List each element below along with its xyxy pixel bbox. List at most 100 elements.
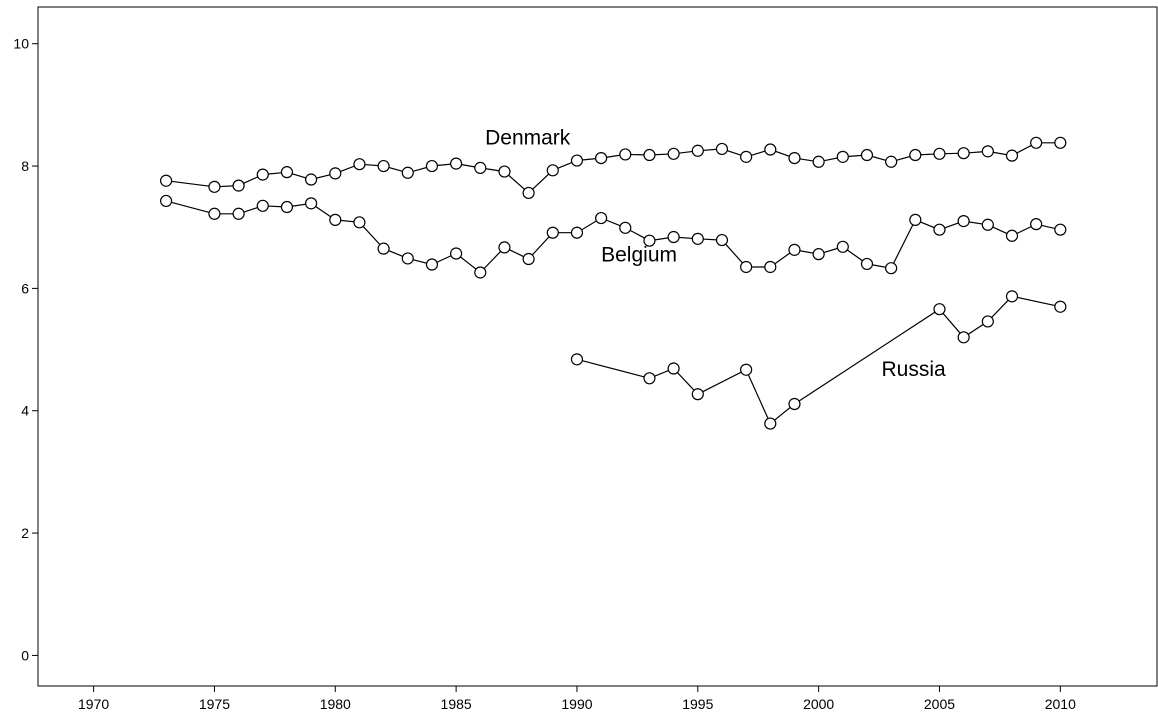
data-point-belgium xyxy=(619,221,632,234)
data-point-belgium xyxy=(933,223,946,236)
data-point-denmark xyxy=(377,159,390,173)
data-point-belgium xyxy=(450,247,463,260)
data-point-belgium xyxy=(981,218,994,231)
data-point-denmark xyxy=(1030,136,1043,149)
data-point-belgium xyxy=(715,233,729,247)
data-point-denmark xyxy=(885,155,898,168)
x-tick-label: 1990 xyxy=(561,696,592,712)
data-point-denmark xyxy=(546,164,559,177)
data-point-belgium xyxy=(498,241,511,254)
data-point-russia xyxy=(740,363,753,376)
data-point-denmark xyxy=(425,159,439,173)
data-point-belgium xyxy=(643,234,656,247)
data-point-denmark xyxy=(643,148,656,162)
y-tick-label: 4 xyxy=(21,403,29,419)
data-point-denmark xyxy=(256,168,269,181)
data-point-belgium xyxy=(377,242,390,255)
data-point-denmark xyxy=(788,151,801,165)
data-point-denmark xyxy=(329,167,342,180)
data-point-denmark xyxy=(836,150,849,163)
data-point-denmark xyxy=(498,165,511,178)
data-point-denmark xyxy=(570,154,584,167)
data-point-belgium xyxy=(401,252,414,265)
data-point-russia xyxy=(764,417,777,430)
data-point-denmark xyxy=(232,179,245,192)
data-point-belgium xyxy=(764,260,777,274)
data-point-belgium xyxy=(788,243,801,256)
data-point-denmark xyxy=(280,166,294,179)
x-tick-label: 1970 xyxy=(78,696,109,712)
data-point-russia xyxy=(643,372,656,385)
data-point-denmark xyxy=(1005,149,1019,162)
data-point-russia xyxy=(788,397,801,411)
data-point-denmark xyxy=(401,166,414,179)
series-line-denmark xyxy=(166,142,1061,194)
series-label-russia: Russia xyxy=(881,358,946,381)
data-point-denmark xyxy=(740,150,753,163)
data-point-denmark xyxy=(860,148,874,162)
data-point-russia xyxy=(957,331,970,344)
series-label-denmark: Denmark xyxy=(485,127,571,150)
x-tick-label: 2005 xyxy=(924,696,955,712)
data-point-denmark xyxy=(474,161,487,174)
x-tick-label: 2000 xyxy=(803,696,834,712)
series-denmark xyxy=(159,136,1067,200)
data-point-belgium xyxy=(425,258,439,271)
data-point-denmark xyxy=(208,180,221,193)
series-label-layer: Denmark Belgium Russia xyxy=(485,127,946,381)
data-point-denmark xyxy=(450,157,463,170)
data-point-russia xyxy=(1054,300,1067,313)
data-point-belgium xyxy=(1054,223,1067,236)
data-point-russia xyxy=(570,353,584,366)
data-point-belgium xyxy=(329,213,342,226)
data-point-belgium xyxy=(740,260,753,274)
data-point-denmark xyxy=(909,148,922,162)
y-tick-label: 2 xyxy=(21,525,29,541)
data-point-belgium xyxy=(691,232,704,245)
data-point-denmark xyxy=(619,148,632,161)
series-russia xyxy=(570,290,1067,430)
data-point-russia xyxy=(933,303,946,316)
data-point-denmark xyxy=(522,186,535,200)
data-point-belgium xyxy=(860,257,874,271)
data-point-denmark xyxy=(957,147,970,160)
data-point-belgium xyxy=(595,211,608,225)
data-point-belgium xyxy=(159,194,173,208)
data-point-belgium xyxy=(232,207,245,220)
data-point-denmark xyxy=(933,147,946,160)
data-point-belgium xyxy=(474,266,487,279)
data-point-denmark xyxy=(981,145,994,158)
data-point-belgium xyxy=(280,200,294,214)
data-point-denmark xyxy=(1054,136,1067,149)
data-point-belgium xyxy=(208,207,221,220)
data-point-russia xyxy=(691,388,704,401)
data-point-russia xyxy=(1005,290,1019,303)
data-point-belgium xyxy=(305,197,318,210)
data-point-belgium xyxy=(546,226,559,239)
axes: 0 2 4 6 8 10 1970 1975 1980 1985 1990 1995 2000 2005 2… xyxy=(13,6,1158,712)
y-tick-label: 0 xyxy=(21,647,29,663)
x-tick-label: 2010 xyxy=(1045,696,1076,712)
data-point-denmark xyxy=(353,158,366,171)
data-point-denmark xyxy=(812,155,825,168)
data-point-denmark xyxy=(595,151,608,165)
data-point-belgium xyxy=(353,216,366,229)
data-point-belgium xyxy=(667,230,680,244)
data-point-denmark xyxy=(159,174,173,187)
data-point-belgium xyxy=(256,199,269,212)
data-point-belgium xyxy=(909,213,922,226)
data-point-denmark xyxy=(667,147,680,160)
data-point-denmark xyxy=(715,142,729,156)
plot-frame xyxy=(37,6,1158,687)
y-tick-label: 8 xyxy=(21,158,29,174)
series-label-belgium: Belgium xyxy=(601,243,677,266)
data-point-russia xyxy=(667,362,680,375)
data-point-denmark xyxy=(691,144,704,157)
data-point-belgium xyxy=(957,214,970,228)
x-tick-label: 1980 xyxy=(320,696,351,712)
series-layer xyxy=(159,136,1067,430)
data-point-russia xyxy=(981,315,994,328)
x-tick-label: 1975 xyxy=(199,696,230,712)
data-point-belgium xyxy=(885,262,898,275)
